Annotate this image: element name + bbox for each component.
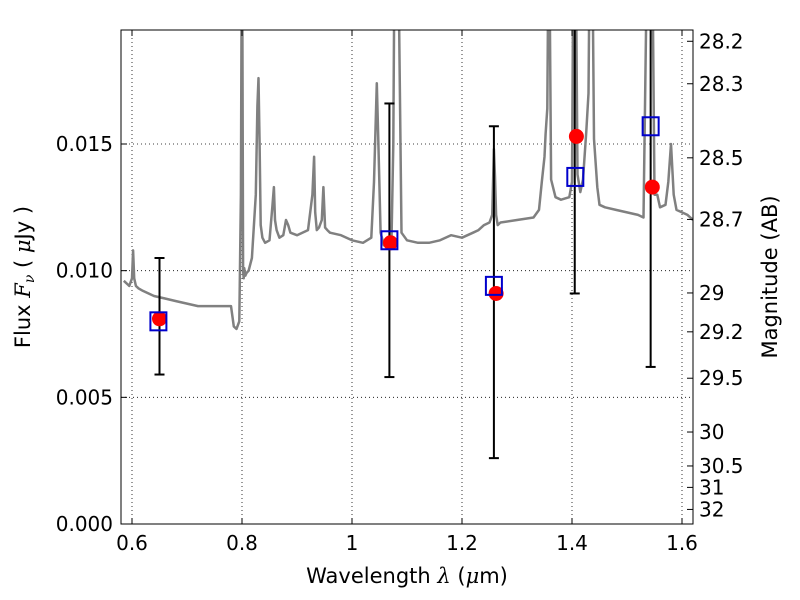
x-tick-label: 0.8 [226, 531, 258, 555]
model-flux-point [568, 128, 584, 144]
observed-flux-marker [149, 311, 168, 332]
x-tick-label: 1.2 [446, 531, 478, 555]
observed-flux-marker [484, 275, 503, 296]
y-axis-label: Flux Fν ( μJy ) [11, 206, 38, 348]
secondary-y-axis-label: Magnitude (AB) [758, 195, 782, 358]
plot-area [122, 30, 693, 460]
model-flux-point [644, 179, 660, 195]
magnitude-tick-label: 28.7 [699, 207, 744, 231]
magnitude-tick-label: 28.3 [699, 72, 744, 96]
magnitude-tick-label: 29.2 [699, 320, 744, 344]
grid [121, 30, 693, 525]
ticks: 0.6 0.8 1 1.2 1.4 1.6 0.000 0.005 0.010 0.015 28.2… [56, 29, 744, 555]
magnitude-tick-label: 28.2 [699, 29, 744, 53]
observed-flux-marker [641, 116, 660, 137]
magnitude-tick-label: 29 [699, 281, 724, 305]
y-tick-label: 0.005 [56, 385, 113, 409]
model-flux-point [488, 285, 504, 301]
x-tick-label: 1.6 [666, 531, 698, 555]
magnitude-tick-label: 30 [699, 420, 724, 444]
x-tick-label: 1 [346, 531, 359, 555]
magnitude-tick-label: 28.5 [699, 146, 744, 170]
y-tick-label: 0.010 [56, 259, 113, 283]
x-tick-label: 0.6 [116, 531, 148, 555]
x-tick-label: 1.4 [556, 531, 588, 555]
model-flux-point [152, 311, 167, 327]
magnitude-tick-label: 32 [699, 497, 724, 521]
spectrum-line [122, 30, 693, 331]
magnitude-tick-label: 30.5 [699, 454, 744, 478]
observed-flux-marker [380, 230, 399, 251]
magnitude-tick-label: 29.5 [699, 366, 744, 390]
observed-flux-marker [566, 166, 585, 187]
plot-frame [120, 29, 694, 525]
model-flux-point [383, 235, 398, 251]
magnitude-tick-label: 31 [699, 475, 724, 499]
y-tick-label: 0.015 [56, 132, 113, 156]
x-axis-label: Wavelength λ (μm) [306, 564, 508, 588]
y-tick-label: 0.000 [56, 512, 113, 536]
